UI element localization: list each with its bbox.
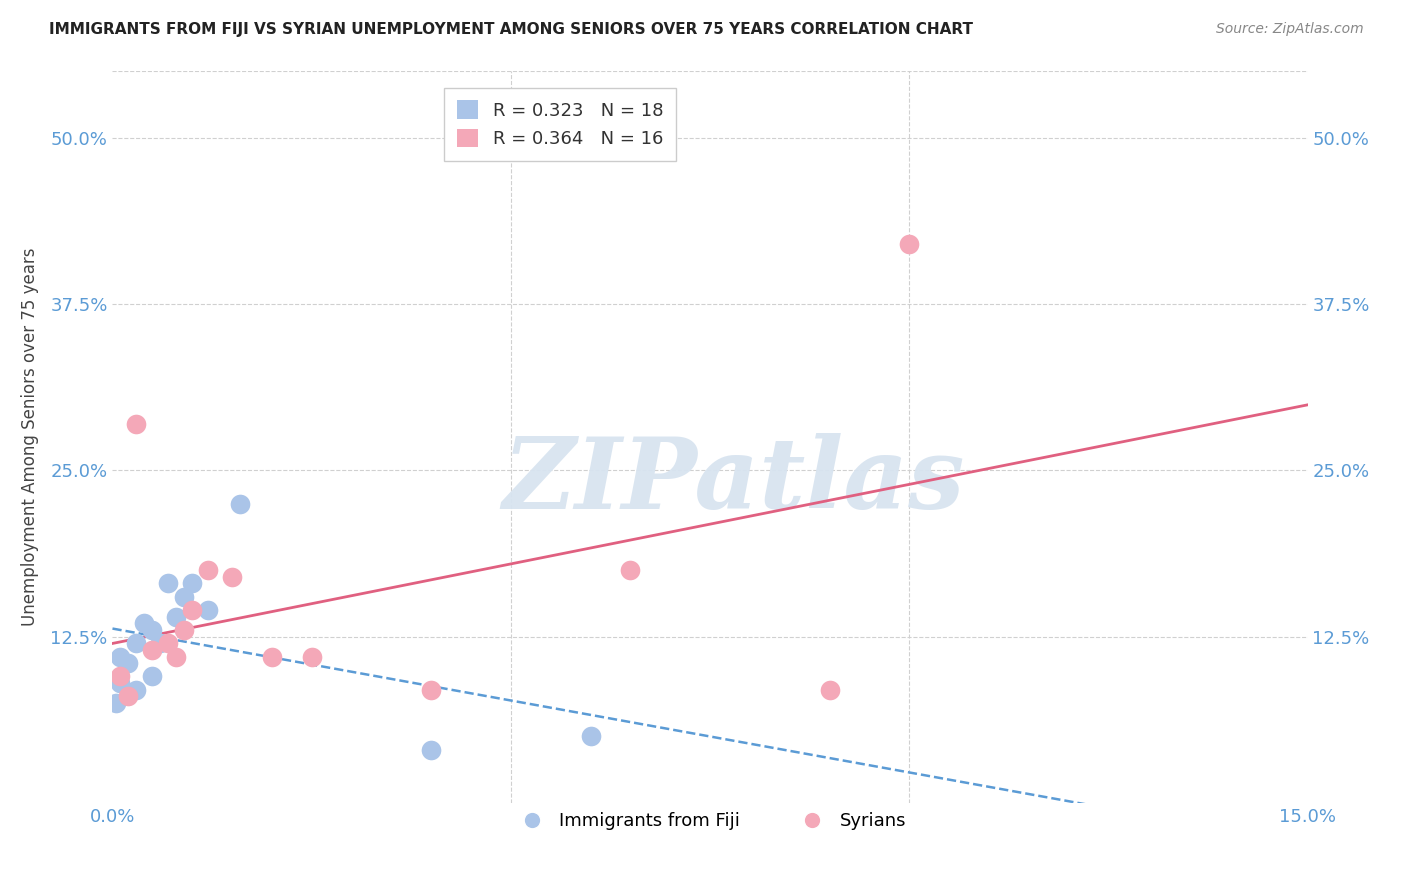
Point xyxy=(173,590,195,604)
Text: Source: ZipAtlas.com: Source: ZipAtlas.com xyxy=(1216,22,1364,37)
Point xyxy=(579,729,602,743)
Point xyxy=(125,636,148,650)
Point xyxy=(181,603,204,617)
Point xyxy=(221,570,243,584)
Point xyxy=(117,690,139,704)
Point xyxy=(149,636,172,650)
Point xyxy=(165,649,187,664)
Point xyxy=(173,623,195,637)
Point xyxy=(125,682,148,697)
Point xyxy=(117,656,139,670)
Point xyxy=(110,649,132,664)
Point xyxy=(110,669,132,683)
Point xyxy=(141,669,163,683)
Point xyxy=(301,649,323,664)
Point xyxy=(181,576,204,591)
Point xyxy=(420,682,443,697)
Point xyxy=(157,636,180,650)
Point xyxy=(110,676,132,690)
Point xyxy=(420,742,443,756)
Point xyxy=(141,623,163,637)
Text: IMMIGRANTS FROM FIJI VS SYRIAN UNEMPLOYMENT AMONG SENIORS OVER 75 YEARS CORRELAT: IMMIGRANTS FROM FIJI VS SYRIAN UNEMPLOYM… xyxy=(49,22,973,37)
Text: ZIPatlas: ZIPatlas xyxy=(503,433,965,529)
Point xyxy=(197,563,219,577)
Point xyxy=(197,603,219,617)
Point xyxy=(229,497,252,511)
Point xyxy=(619,563,641,577)
Point xyxy=(105,696,128,710)
Point xyxy=(125,417,148,431)
Point xyxy=(898,237,921,252)
Legend: Immigrants from Fiji, Syrians: Immigrants from Fiji, Syrians xyxy=(508,805,912,838)
Point xyxy=(165,609,187,624)
Point xyxy=(134,616,156,631)
Point xyxy=(141,643,163,657)
Point xyxy=(260,649,283,664)
Point xyxy=(157,576,180,591)
Y-axis label: Unemployment Among Seniors over 75 years: Unemployment Among Seniors over 75 years xyxy=(21,248,39,626)
Point xyxy=(818,682,841,697)
